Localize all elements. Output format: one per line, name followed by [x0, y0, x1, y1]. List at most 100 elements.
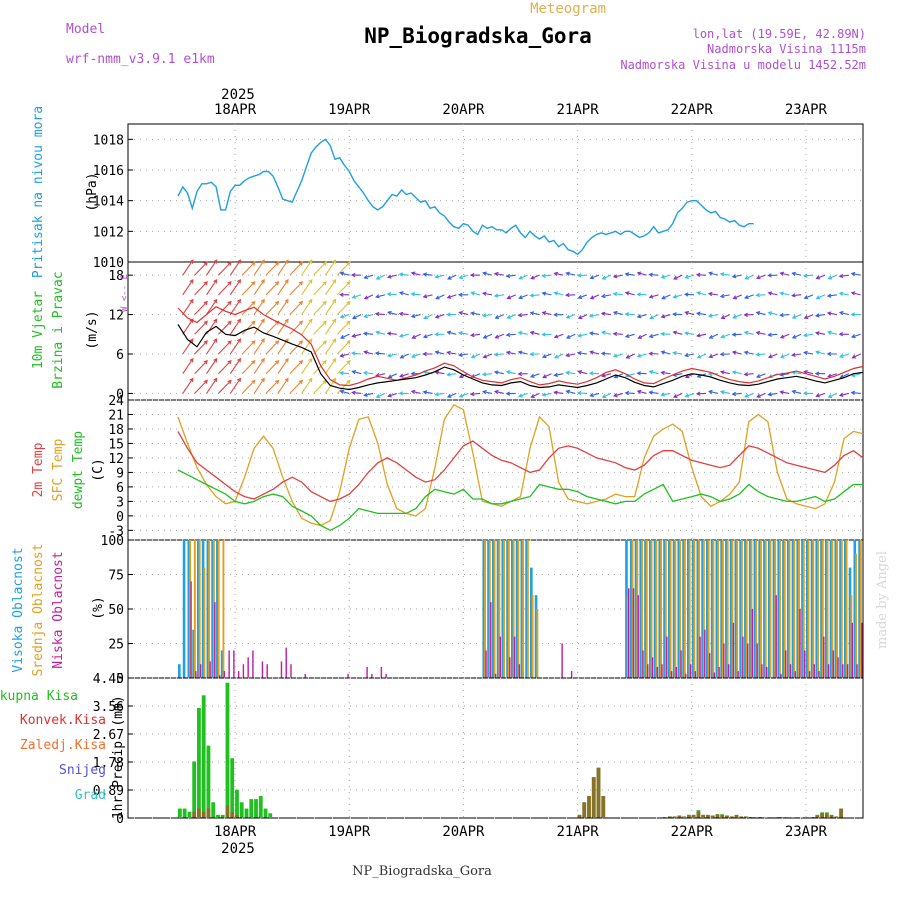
high-cloud-bar [682, 540, 685, 678]
precip-ytick-label: 2.67 [93, 728, 124, 743]
low-cloud-bar [675, 666, 678, 678]
total-precip-bar [230, 758, 235, 818]
wind-arrow [566, 333, 576, 339]
wind-arrow [364, 274, 374, 279]
wind-arrow [637, 314, 647, 318]
mid-cloud-bar [855, 553, 858, 678]
top-day-label: 23APR [785, 102, 828, 118]
wind-arrow [482, 314, 493, 317]
wind-arrow-head [470, 291, 475, 296]
wind-arrow-head [850, 312, 855, 317]
precip-panel: 0 0.89 1.78 2.67 3.56 4.45 [93, 672, 864, 827]
wind-arrow [685, 332, 695, 335]
wind-arrow [780, 333, 790, 339]
wind-arrow-head [410, 313, 416, 319]
temp-ytick-label: 24 [108, 394, 124, 409]
wind-arrow-head [469, 391, 475, 397]
pressure-unit: (hPa) [85, 172, 100, 211]
low-cloud-bar [366, 666, 368, 678]
high-cloud-bar [216, 540, 219, 678]
wind-arrow [840, 373, 849, 378]
wind-arrow-head [298, 281, 304, 286]
wind-arrow [182, 378, 194, 394]
high-cloud-bar [848, 567, 852, 678]
wind-arrow-head [339, 292, 344, 297]
wind-arrow [494, 390, 504, 394]
wind-arrow-head [346, 300, 351, 306]
temp-unit: (C) [91, 458, 106, 481]
wind-arrow [194, 380, 208, 394]
low-cloud-bar [846, 664, 849, 678]
wind-arrow-head [613, 393, 618, 398]
wind-arrow [399, 273, 409, 276]
low-cloud-bar [280, 661, 283, 678]
wind-arrow [554, 353, 564, 359]
wind-arrow [649, 333, 659, 338]
wind-arrow [590, 294, 600, 300]
low-cloud-bar [718, 666, 720, 678]
wind-arrow [518, 331, 528, 335]
wind-arrow [411, 353, 421, 358]
wind-arrow-head [684, 393, 690, 398]
wind-arrow-head [576, 273, 582, 278]
low-cloud-bar [290, 664, 292, 678]
wind-arrow-head [541, 392, 547, 397]
wind-arrow-head [446, 312, 451, 317]
wind-arrow [590, 274, 600, 279]
bottom-day-label: 18APR [214, 824, 257, 840]
wind-arrow-head [826, 351, 832, 357]
wind-arrow-head [731, 274, 737, 279]
wind-arrow [851, 373, 861, 377]
wind-arrow [613, 353, 623, 357]
wind-arrow-head [791, 271, 796, 276]
wind-arrow [804, 274, 814, 277]
wind-arrow [399, 333, 409, 337]
low-cloud-bar [751, 609, 754, 678]
wind-arrow [411, 314, 421, 318]
wind-arrow [411, 390, 421, 394]
mid-cloud-bar [688, 540, 691, 678]
wind-arrow-head [577, 333, 582, 338]
wind-arrow-head [755, 275, 761, 280]
low-cloud-bar [666, 636, 668, 678]
wind-arrow [194, 320, 208, 335]
wind-arrow [301, 338, 313, 355]
high-cloud-bar [686, 540, 690, 678]
wind-arrow [253, 299, 265, 315]
cloud-ytick-label: 0 [116, 672, 124, 687]
wind-arrow [229, 259, 241, 276]
wind-arrow-head [636, 271, 642, 276]
wind-arrow [313, 261, 327, 276]
wind-arrow-head [696, 333, 701, 338]
cloud-ytick-label: 25 [108, 638, 124, 653]
wind-arrow [780, 373, 790, 376]
wind-arrow [601, 352, 611, 355]
precip-legend-total: Ukupna Kisa [0, 689, 78, 704]
wind-arrow [182, 299, 194, 315]
high-cloud-bar [520, 540, 524, 678]
total-precip-bar [197, 707, 201, 818]
wind-arrow-head [351, 315, 357, 320]
wind-gust-line [177, 305, 864, 387]
wind-arrow [637, 353, 647, 358]
wind-arrow [218, 281, 232, 296]
wind-arrow [387, 274, 397, 278]
wind-arrow [506, 351, 516, 355]
wind-arrow-head [838, 310, 844, 316]
mid-cloud-bar [660, 540, 663, 678]
mid-cloud-bar [631, 540, 634, 678]
wind-arrow [839, 311, 849, 316]
wind-arrow [325, 338, 336, 355]
wind-arrow [483, 333, 493, 339]
wind-arrow [554, 272, 564, 276]
low-cloud-bar [746, 643, 749, 678]
wind-arrow [435, 351, 445, 355]
pressure-ytick-label: 1012 [93, 225, 124, 240]
wind-arrow-head [398, 311, 404, 317]
high-cloud-bar [758, 540, 761, 678]
low-cloud-bar [266, 664, 268, 678]
wind-arrow-head [434, 332, 439, 337]
high-cloud-bar [777, 540, 780, 678]
wind-arrow-head [469, 272, 475, 278]
low-cloud-bar [842, 664, 844, 678]
